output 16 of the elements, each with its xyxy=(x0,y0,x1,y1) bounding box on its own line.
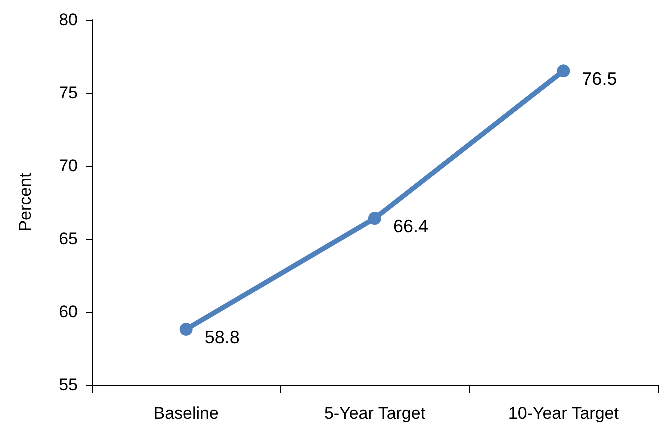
y-tick-label: 80 xyxy=(59,10,78,30)
y-tick-label: 70 xyxy=(59,156,78,176)
x-tick-label: 5-Year Target xyxy=(324,404,426,423)
x-tick-label: 10-Year Target xyxy=(508,404,620,423)
y-tick-label: 75 xyxy=(59,84,78,102)
data-label: 76.5 xyxy=(582,69,618,90)
y-tick-label: 55 xyxy=(59,376,78,394)
point xyxy=(557,64,570,78)
y-tick-label: 65 xyxy=(59,230,78,248)
data-label: 58.8 xyxy=(204,328,240,348)
data-label: 66.4 xyxy=(394,216,429,237)
y-tick-label: 60 xyxy=(59,302,78,322)
y-axis-title: Percent xyxy=(16,172,35,232)
point xyxy=(180,323,193,336)
point xyxy=(368,212,382,226)
x-tick-label: Baseline xyxy=(154,404,219,423)
